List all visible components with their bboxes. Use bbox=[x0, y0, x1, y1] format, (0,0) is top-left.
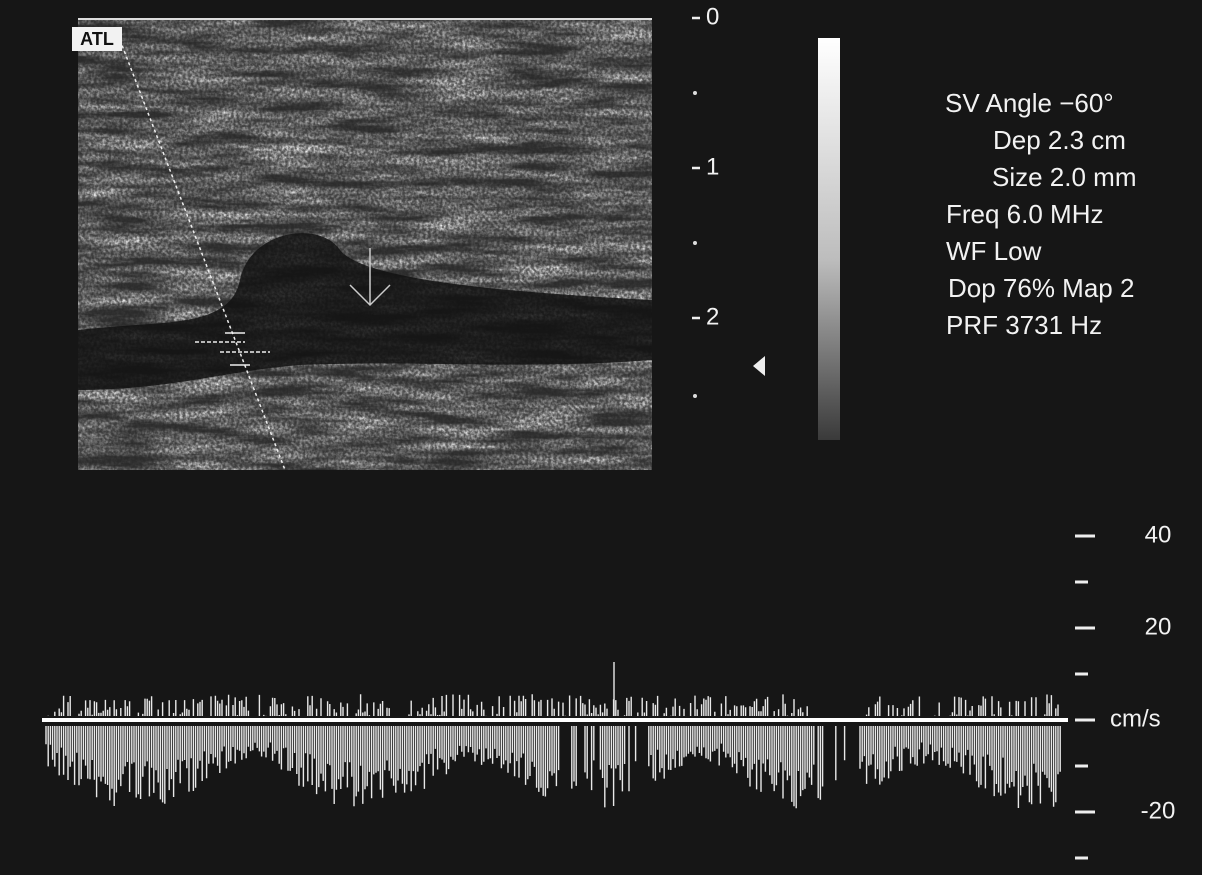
setting-line: Size 2.0 mm bbox=[992, 162, 1137, 192]
velocity-label: -20 bbox=[1141, 797, 1176, 824]
setting-line: Dep 2.3 cm bbox=[993, 125, 1126, 155]
setting-line: Freq 6.0 MHz bbox=[946, 199, 1104, 229]
depth-label: 0 bbox=[706, 3, 719, 30]
ultrasound-screen: ATL 0 1 2 SV Angle −60° Dep 2.3 cm Size 2.0 … bbox=[0, 0, 1214, 881]
setting-line: SV Angle −60° bbox=[945, 88, 1114, 118]
gray-scale-bar bbox=[818, 38, 840, 440]
depth-label: 1 bbox=[706, 153, 719, 180]
velocity-unit: cm/s bbox=[1110, 705, 1161, 732]
depth-label: 2 bbox=[706, 303, 719, 330]
logo: ATL bbox=[80, 29, 114, 49]
setting-line: Dop 76% Map 2 bbox=[948, 273, 1134, 303]
setting-line: WF Low bbox=[946, 236, 1042, 266]
setting-line: PRF 3731 Hz bbox=[946, 310, 1102, 340]
b-mode-image bbox=[78, 18, 652, 470]
velocity-label: 40 bbox=[1145, 521, 1172, 548]
velocity-label: 20 bbox=[1145, 613, 1172, 640]
